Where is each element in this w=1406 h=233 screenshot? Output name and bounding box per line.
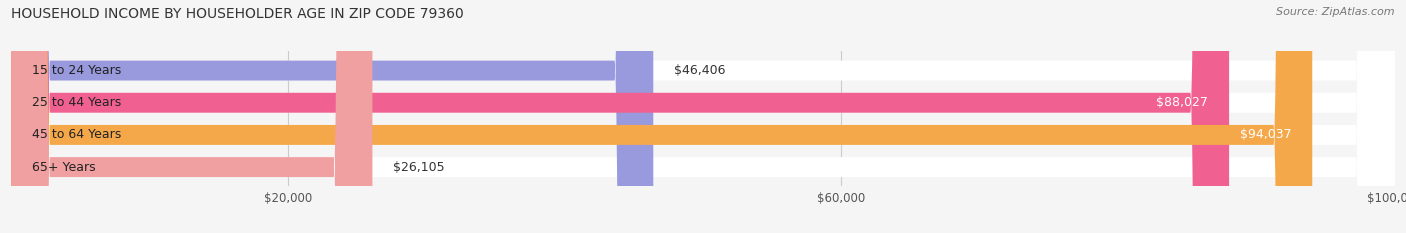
FancyBboxPatch shape: [11, 0, 1229, 233]
Text: Source: ZipAtlas.com: Source: ZipAtlas.com: [1277, 7, 1395, 17]
Text: 65+ Years: 65+ Years: [32, 161, 96, 174]
Text: $26,105: $26,105: [394, 161, 444, 174]
Text: 15 to 24 Years: 15 to 24 Years: [32, 64, 121, 77]
Text: HOUSEHOLD INCOME BY HOUSEHOLDER AGE IN ZIP CODE 79360: HOUSEHOLD INCOME BY HOUSEHOLDER AGE IN Z…: [11, 7, 464, 21]
Text: 45 to 64 Years: 45 to 64 Years: [32, 128, 121, 141]
FancyBboxPatch shape: [11, 0, 1312, 233]
Text: 25 to 44 Years: 25 to 44 Years: [32, 96, 121, 109]
FancyBboxPatch shape: [11, 0, 373, 233]
FancyBboxPatch shape: [11, 0, 1395, 233]
Text: $94,037: $94,037: [1240, 128, 1292, 141]
FancyBboxPatch shape: [11, 0, 654, 233]
Text: $88,027: $88,027: [1157, 96, 1208, 109]
Text: $46,406: $46,406: [673, 64, 725, 77]
FancyBboxPatch shape: [11, 0, 1395, 233]
FancyBboxPatch shape: [11, 0, 1395, 233]
FancyBboxPatch shape: [11, 0, 1395, 233]
